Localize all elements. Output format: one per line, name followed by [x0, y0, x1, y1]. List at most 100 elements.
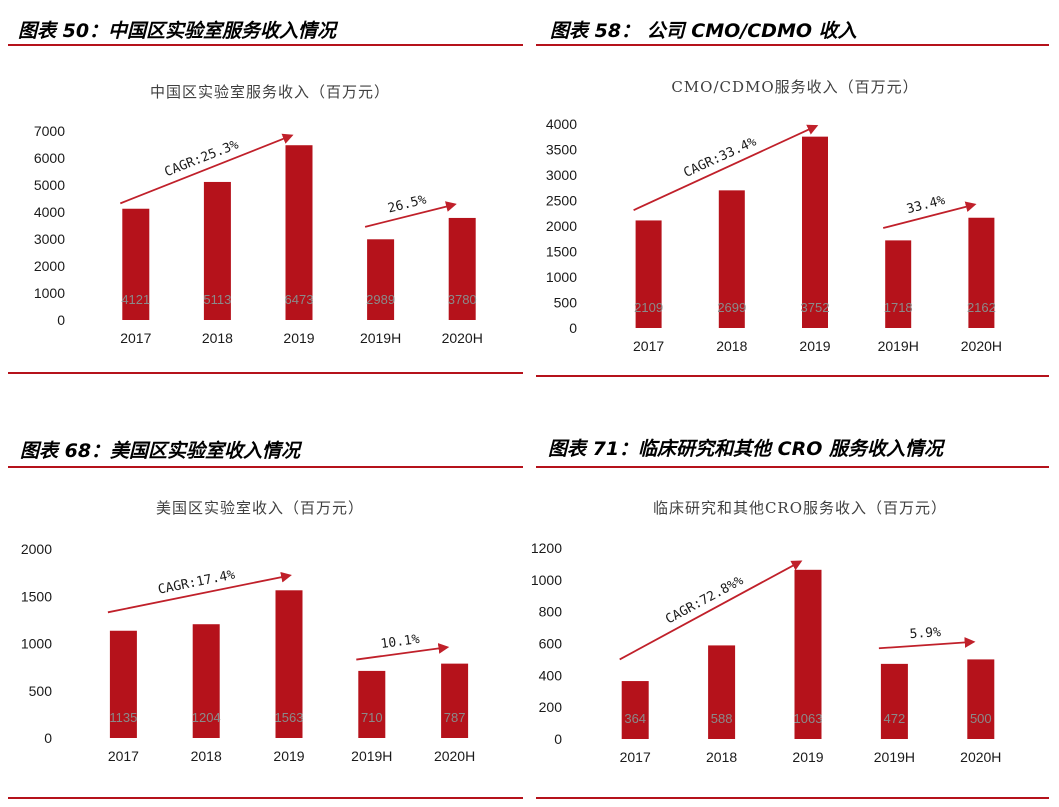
y-tick-label: 0	[569, 320, 577, 336]
y-tick-label: 7000	[34, 123, 65, 139]
panel-us-lab: 图表 68：美国区实验室收入情况 美国区实验室收入（百万元） 0 500 1000 15…	[0, 420, 530, 807]
bar-2020H	[441, 663, 469, 738]
panel-heading: 图表 58： 公司 CMO/CDMO 收入	[550, 20, 857, 42]
data-label: 2699	[717, 300, 746, 315]
y-tick-label: 6000	[34, 150, 65, 166]
bar-2019	[802, 136, 828, 328]
bar-2018	[718, 190, 745, 328]
growth-arrow	[119, 133, 294, 205]
data-label: 588	[711, 711, 733, 726]
growth-label: 10.1%	[380, 632, 421, 652]
panel-clinical-cro: 图表 71：临床研究和其他 CRO 服务收入情况 临床研究和其他CRO服务收入（…	[530, 420, 1059, 807]
cagr-label: CAGR:25.3%	[163, 137, 241, 180]
bar-2019H	[880, 663, 908, 739]
y-tick-label: 1000	[546, 269, 577, 285]
x-tick-label: 2018	[716, 338, 747, 354]
chart-title: 临床研究和其他CRO服务收入（百万元）	[653, 499, 947, 517]
x-tick-label: 2018	[706, 749, 737, 765]
x-tick-label: 2019	[792, 749, 823, 765]
heading-rule	[8, 44, 523, 46]
y-tick-label: 1000	[34, 285, 65, 301]
x-tick-label: 2019H	[874, 749, 915, 765]
growth-arrow	[619, 560, 803, 661]
x-tick-label: 2018	[202, 330, 233, 346]
data-label: 1204	[192, 710, 221, 725]
bar-2019	[275, 590, 303, 738]
panel-heading: 图表 50：中国区实验室服务收入情况	[18, 20, 337, 42]
data-label: 1135	[109, 710, 137, 725]
bar-2020H	[967, 659, 995, 739]
data-label: 5113	[203, 292, 231, 307]
growth-arrow	[107, 571, 292, 614]
x-tick-label: 2017	[620, 749, 651, 765]
data-label: 3752	[801, 300, 830, 315]
growth-arrow	[633, 124, 819, 212]
us-lab-chart: 美国区实验室收入（百万元） 0 500 1000 1500 2000 1135 2017 120…	[21, 499, 475, 764]
x-tick-label: 2020H	[961, 338, 1002, 354]
china-lab-chart: 中国区实验室服务收入（百万元） 0 1000 2000 3000 4000 5000 6000…	[34, 83, 483, 346]
y-tick-label: 1200	[531, 540, 562, 556]
panel-china-lab: 图表 50：中国区实验室服务收入情况 中国区实验室服务收入（百万元） 0 1000 2…	[0, 0, 530, 380]
x-tick-label: 2020H	[442, 330, 483, 346]
x-tick-label: 2019H	[351, 748, 392, 764]
x-tick-label: 2017	[108, 748, 139, 764]
data-label: 2989	[366, 292, 395, 307]
x-tick-label: 2017	[120, 330, 151, 346]
y-tick-label: 2500	[546, 193, 577, 209]
y-tick-label: 2000	[34, 258, 65, 274]
growth-arrow	[356, 643, 450, 661]
y-tick-label: 500	[554, 295, 578, 311]
x-tick-label: 2018	[191, 748, 222, 764]
data-label: 472	[884, 711, 906, 726]
bottom-rule	[536, 375, 1049, 377]
data-label: 787	[444, 710, 466, 725]
y-tick-label: 3000	[34, 231, 65, 247]
bar-2018	[192, 624, 220, 738]
bar-2020H	[448, 217, 476, 320]
heading-rule	[536, 44, 1049, 46]
bar-2018	[708, 645, 736, 739]
y-tick-label: 1000	[21, 636, 52, 652]
y-tick-label: 3500	[546, 142, 577, 158]
x-tick-label: 2017	[633, 338, 664, 354]
bar-2019	[285, 145, 313, 320]
y-tick-label: 800	[539, 604, 563, 620]
cagr-label: CAGR:17.4%	[157, 567, 237, 597]
growth-label: 5.9%	[909, 625, 941, 642]
x-tick-label: 2019	[799, 338, 830, 354]
y-tick-label: 4000	[546, 116, 577, 132]
data-label: 4121	[121, 292, 150, 307]
y-tick-label: 400	[539, 667, 563, 683]
y-tick-label: 0	[57, 312, 65, 328]
y-tick-label: 1500	[546, 244, 577, 260]
panel-heading: 图表 71：临床研究和其他 CRO 服务收入情况	[548, 438, 944, 460]
y-tick-label: 0	[44, 730, 52, 746]
data-label: 2162	[967, 300, 996, 315]
data-label: 710	[361, 710, 383, 725]
bottom-rule	[8, 372, 523, 374]
y-tick-label: 200	[539, 699, 563, 715]
chart-title: CMO/CDMO服务收入（百万元）	[671, 78, 918, 96]
growth-arrow	[364, 201, 457, 228]
y-tick-label: 600	[539, 636, 563, 652]
y-tick-label: 0	[554, 731, 562, 747]
cagr-label: CAGR:72.8%%	[663, 573, 746, 627]
heading-rule	[536, 466, 1049, 468]
y-tick-label: 3000	[546, 167, 577, 183]
y-tick-label: 500	[29, 683, 53, 699]
x-tick-label: 2020H	[960, 749, 1001, 765]
y-tick-label: 4000	[34, 204, 65, 220]
cmo-cdmo-chart: CMO/CDMO服务收入（百万元） 0 500 1000 1500 2000 2500 300…	[546, 78, 1002, 354]
bar-2019	[794, 569, 822, 739]
data-label: 6473	[285, 292, 314, 307]
growth-arrow	[878, 637, 976, 650]
y-tick-label: 5000	[34, 177, 65, 193]
x-tick-label: 2019H	[878, 338, 919, 354]
y-tick-label: 2000	[546, 218, 577, 234]
bottom-rule	[8, 797, 523, 799]
data-label: 1718	[884, 300, 913, 315]
y-tick-label: 1000	[531, 572, 562, 588]
bottom-rule	[536, 797, 1049, 799]
data-label: 3780	[448, 292, 477, 307]
x-tick-label: 2020H	[434, 748, 475, 764]
